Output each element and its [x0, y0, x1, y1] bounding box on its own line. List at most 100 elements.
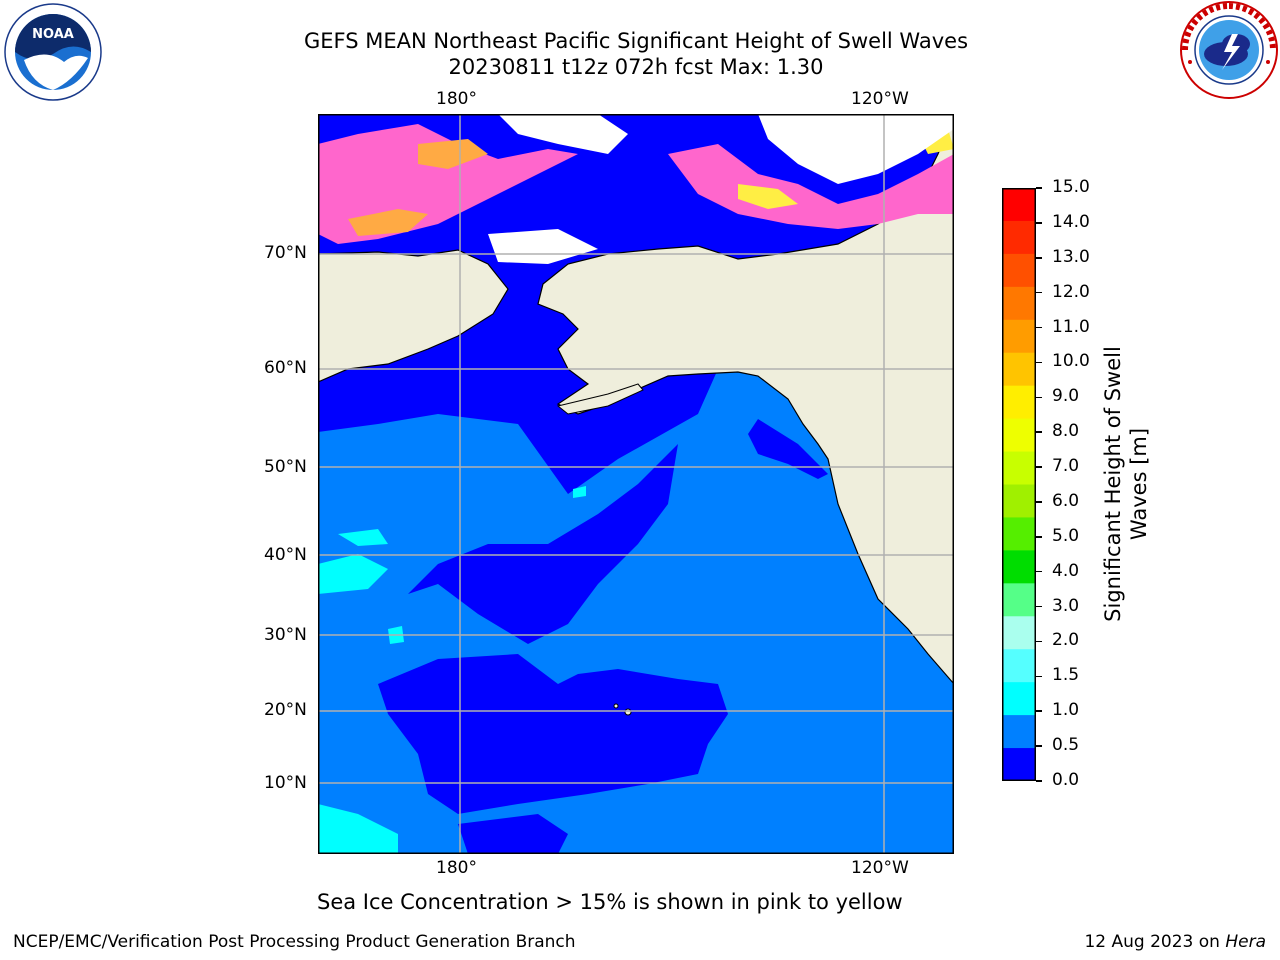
- low-swell-gulf-alaska: [748, 419, 828, 479]
- land-north-america: [537, 114, 954, 685]
- open-water-white-2: [758, 114, 954, 184]
- sea-ice-east: [668, 144, 954, 229]
- colorbar-tick-mark: [1036, 361, 1042, 364]
- sea-ice-yellow-1: [738, 184, 798, 209]
- colorbar-tick-label: 6.0: [1052, 490, 1080, 511]
- sea-ice-orange-2: [418, 139, 488, 169]
- colorbar-segment: [1002, 715, 1036, 749]
- lon-tick-top-120w: 120°W: [851, 89, 909, 109]
- colorbar-tick-label: 8.0: [1052, 421, 1080, 442]
- colorbar-frame: [1002, 188, 1036, 781]
- colorbar-tick-label: 9.0: [1052, 386, 1080, 407]
- lat-tick-70n: 70°N: [264, 243, 307, 263]
- swell-cyan-patch-2: [338, 529, 388, 546]
- nws-logo: [1180, 1, 1278, 99]
- noaa-logo-text: NOAA: [32, 27, 74, 42]
- colorbar-label-line1: Significant Height of Swell: [1101, 346, 1125, 622]
- colorbar-tick-label: 13.0: [1052, 246, 1090, 267]
- colorbar-tick-mark: [1036, 466, 1042, 468]
- low-swell-subtropics: [378, 654, 728, 814]
- colorbar-tick-mark: [1036, 570, 1042, 573]
- colorbar-tick-mark: [1036, 187, 1042, 189]
- colorbar-segment: [1002, 253, 1036, 288]
- lat-tick-50n: 50°N: [264, 457, 307, 477]
- noaa-logo: NOAA: [4, 3, 102, 101]
- colorbar-tick-mark: [1036, 431, 1042, 433]
- colorbar-tick-label: 11.0: [1052, 316, 1090, 337]
- colorbar-tick-label: 12.0: [1052, 281, 1090, 302]
- colorbar-tick-mark: [1036, 257, 1042, 259]
- colorbar-tick-mark: [1036, 710, 1042, 712]
- colorbar-tick-mark: [1036, 780, 1042, 782]
- colorbar-tick-label: 10.0: [1052, 351, 1090, 372]
- footer-machine: Hera: [1225, 932, 1266, 952]
- colorbar-tick-label: 0.5: [1052, 735, 1080, 756]
- colorbar-tick-mark: [1036, 605, 1042, 608]
- land-alaska-peninsula: [556, 383, 644, 415]
- colorbar-segment: [1002, 550, 1036, 584]
- colorbar-segment: [1002, 385, 1036, 420]
- lon-tick-bottom-180: 180°: [436, 858, 477, 878]
- open-water-white-3: [488, 229, 598, 264]
- lat-tick-30n: 30°N: [264, 625, 307, 645]
- colorbar-tick-label: 5.0: [1052, 525, 1080, 546]
- colorbar-tick-label: 1.5: [1052, 665, 1080, 686]
- open-water-white-1: [498, 114, 628, 154]
- colorbar-tick-label: 2.0: [1052, 630, 1080, 651]
- colorbar-segment: [1002, 649, 1036, 683]
- colorbar-tick-mark: [1036, 640, 1042, 643]
- chart-title: GEFS MEAN Northeast Pacific Significant …: [303, 29, 969, 53]
- colorbar-segment: [1002, 682, 1036, 716]
- colorbar-tick-mark: [1036, 501, 1042, 503]
- colorbar-tick-mark: [1036, 222, 1042, 224]
- colorbar-segment: [1002, 188, 1036, 222]
- map-panel: [318, 114, 954, 854]
- lat-tick-10n: 10°N: [264, 773, 307, 793]
- lat-tick-60n: 60°N: [264, 358, 307, 378]
- colorbar-tick-label: 7.0: [1052, 456, 1080, 477]
- colorbar-tick-label: 4.0: [1052, 560, 1080, 581]
- colorbar-tick-label: 3.0: [1052, 595, 1080, 616]
- colorbar-tick-mark: [1036, 396, 1042, 399]
- colorbar-tick-mark: [1036, 291, 1042, 294]
- colorbar-tick-mark: [1036, 675, 1042, 678]
- chart-subtitle: 20230811 t12z 072h fcst Max: 1.30: [448, 55, 824, 79]
- footer-date: 12 Aug 2023 on Hera: [1084, 932, 1266, 952]
- colorbar-segment: [1002, 616, 1036, 650]
- colorbar-segment: [1002, 352, 1036, 387]
- colorbar-tick-label: 0.0: [1052, 770, 1080, 790]
- swell-cyan-patch-3: [318, 804, 398, 854]
- colorbar-tick-label: 15.0: [1052, 177, 1090, 197]
- land-hawaii-2: [613, 703, 619, 709]
- sea-ice-caption: Sea Ice Concentration > 15% is shown in …: [317, 890, 903, 914]
- colorbar-segment: [1002, 583, 1036, 617]
- footer-date-text: 12 Aug 2023 on: [1084, 932, 1226, 952]
- lon-tick-bottom-120w: 120°W: [851, 858, 909, 878]
- sea-ice-orange-1: [348, 209, 428, 236]
- colorbar-tick-label: 14.0: [1052, 211, 1090, 232]
- colorbar-tick-mark: [1036, 536, 1042, 538]
- low-swell-equatorial: [458, 814, 568, 854]
- lat-tick-20n: 20°N: [264, 700, 307, 720]
- colorbar-segment: [1002, 319, 1036, 354]
- swell-cyan-patch-1: [318, 554, 388, 594]
- colorbar-segment: [1002, 418, 1036, 453]
- footer-branch: NCEP/EMC/Verification Post Processing Pr…: [13, 932, 576, 952]
- colorbar-segment: [1002, 220, 1036, 255]
- land-hawaii: [624, 708, 632, 716]
- map-gridlines: [318, 114, 954, 854]
- colorbar-segment: [1002, 748, 1036, 781]
- lat-tick-40n: 40°N: [264, 545, 307, 565]
- colorbar-segment: [1002, 286, 1036, 321]
- colorbar-segment: [1002, 517, 1036, 551]
- colorbar-tick-label: 1.0: [1052, 700, 1080, 721]
- lon-tick-top-180: 180°: [436, 89, 477, 109]
- colorbar-label-line2: Waves [m]: [1127, 427, 1151, 541]
- map-frame: [318, 114, 954, 854]
- colorbar-tick-mark: [1036, 326, 1042, 329]
- low-swell-midpacific: [408, 444, 678, 644]
- colorbar: [1002, 188, 1036, 781]
- swell-cyan-patch-4: [573, 486, 586, 498]
- colorbar-tick-mark: [1036, 745, 1042, 747]
- colorbar-segment: [1002, 451, 1036, 485]
